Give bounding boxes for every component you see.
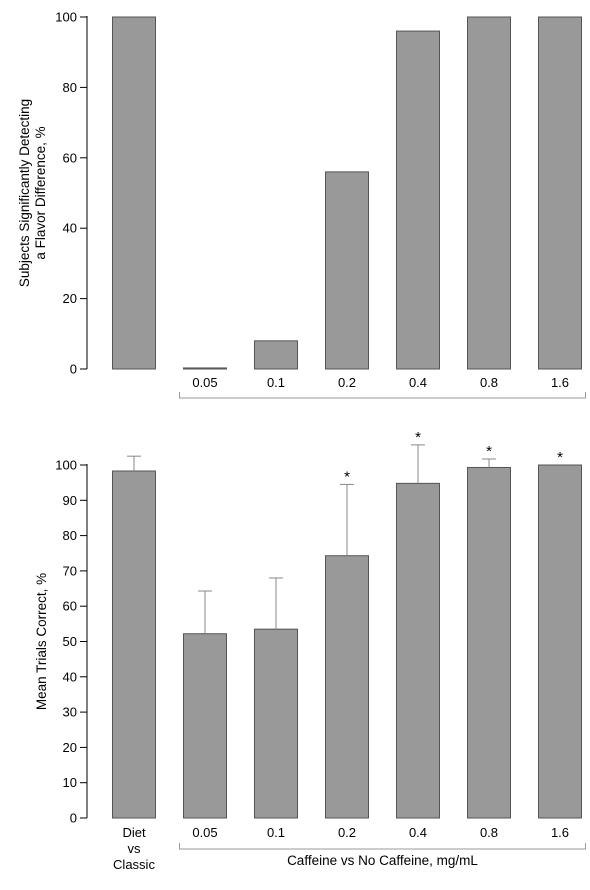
x-category-label: Diet vs Classic: [113, 825, 155, 872]
bar: [538, 16, 582, 370]
y-axis-title-line: a Flavor Difference, %: [33, 126, 48, 259]
y-axis-title: Mean Trials Correct, %: [34, 573, 49, 710]
x-category-label-line: Classic: [113, 857, 155, 872]
y-tick-label: 90: [63, 493, 77, 508]
x-category-label-line: 0.8: [480, 825, 498, 840]
bar: [325, 555, 369, 819]
y-tick-label: 60: [63, 599, 77, 614]
y-tick-label: 50: [63, 634, 77, 649]
y-tick-label: 70: [63, 563, 77, 578]
bar: [396, 482, 440, 819]
bar: [183, 633, 227, 819]
bar: [254, 628, 298, 819]
x-category-label: 0.1: [267, 825, 285, 840]
bar: [112, 16, 156, 370]
x-category-label: 0.05: [192, 825, 217, 840]
group-bracket: [179, 843, 586, 850]
trials-correct-chart: 0 10 20 30 40 50 60 70 80 90 100 Mean Trials Correc…: [34, 429, 586, 872]
bar: [538, 464, 582, 819]
x-category-label: 1.6: [551, 825, 569, 840]
group-bracket-label: Caffeine vs No Caffeine, mg/mL: [287, 853, 478, 868]
bar: [396, 30, 440, 370]
significance-marker: *: [415, 429, 421, 446]
significance-marker: *: [486, 443, 492, 460]
x-category-label: 0.4: [409, 375, 427, 390]
x-category-label-line: 0.2: [338, 825, 356, 840]
x-category-label: 0.8: [480, 375, 498, 390]
bar: [467, 466, 511, 819]
x-category-label-line: 1.6: [551, 825, 569, 840]
y-tick-label: 80: [63, 528, 77, 543]
y-tick-label: 30: [63, 705, 77, 720]
bar: [183, 367, 227, 370]
y-tick-label: 0: [70, 811, 77, 826]
x-category-label-line: 0.1: [267, 375, 285, 390]
y-tick-label: 60: [63, 150, 77, 165]
x-category-label-line: 0.1: [267, 825, 285, 840]
bar: [467, 16, 511, 370]
x-category-label-line: 0.4: [409, 375, 427, 390]
x-category-label-line: Diet: [122, 825, 146, 840]
x-category-label-line: 0.4: [409, 825, 427, 840]
detection-chart: 0 20 40 60 80 100 Subjects Significantly Detec…: [17, 10, 586, 399]
y-axis-title: Subjects Significantly Detectinga Flavor…: [17, 99, 48, 287]
y-axis-title-line: Subjects Significantly Detecting: [17, 99, 32, 287]
x-category-label: 0.8: [480, 825, 498, 840]
bar: [254, 340, 298, 370]
y-tick-label: 80: [63, 80, 77, 95]
x-category-label-line: 0.05: [192, 375, 217, 390]
y-tick-label: 100: [55, 10, 77, 25]
x-category-label-line: 0.05: [192, 825, 217, 840]
significance-marker: *: [557, 449, 563, 466]
y-tick-label: 20: [63, 740, 77, 755]
y-tick-label: 0: [70, 362, 77, 377]
x-category-label-line: 0.2: [338, 375, 356, 390]
x-category-label-line: 0.8: [480, 375, 498, 390]
y-tick-label: 100: [55, 458, 77, 473]
bar: [325, 171, 369, 370]
x-category-label: 0.2: [338, 825, 356, 840]
group-bracket: [179, 392, 586, 399]
y-axis-title-line: Mean Trials Correct, %: [34, 573, 49, 710]
significance-marker: *: [344, 468, 350, 485]
x-category-label-line: vs: [128, 841, 142, 856]
y-tick-label: 40: [63, 221, 77, 236]
x-category-label-line: 1.6: [551, 375, 569, 390]
y-tick-label: 10: [63, 775, 77, 790]
x-category-label: 0.4: [409, 825, 427, 840]
y-tick-label: 20: [63, 291, 77, 306]
x-category-label: 0.05: [192, 375, 217, 390]
bar: [112, 470, 156, 819]
x-category-label: 1.6: [551, 375, 569, 390]
y-tick-label: 40: [63, 669, 77, 684]
x-category-label: 0.1: [267, 375, 285, 390]
x-category-label: 0.2: [338, 375, 356, 390]
